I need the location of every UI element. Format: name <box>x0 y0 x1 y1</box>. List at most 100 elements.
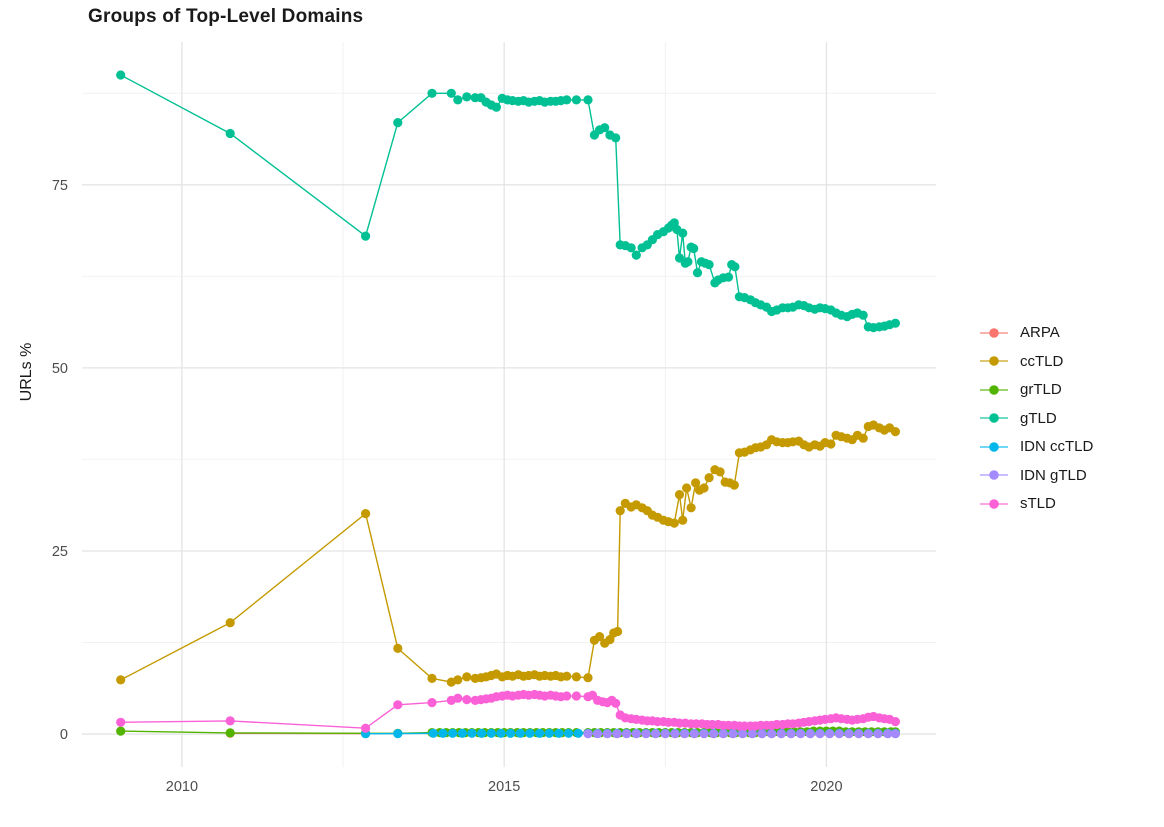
data-point-sTLD <box>361 723 371 733</box>
legend-item-ARPA: ARPA <box>978 322 1093 343</box>
data-point-ccTLD <box>393 643 403 654</box>
data-point-grTLD <box>116 726 126 736</box>
legend-item-IDN-ccTLD: IDN ccTLD <box>978 436 1093 457</box>
data-point-IDN-gTLD <box>718 729 728 739</box>
legend-item-grTLD: grTLD <box>978 379 1093 400</box>
chart-title: Groups of Top-Level Domains <box>88 6 364 27</box>
legend-item-sTLD: sTLD <box>978 493 1093 514</box>
data-point-ccTLD <box>826 439 836 449</box>
data-point-sTLD <box>562 691 572 701</box>
data-point-gTLD <box>462 92 472 102</box>
series-line-gTLD <box>120 74 896 329</box>
data-point-IDN-gTLD <box>786 729 796 739</box>
data-point-sTLD <box>462 695 472 705</box>
data-point-IDN-gTLD <box>699 729 709 739</box>
x-axis-tick-label: 2010 <box>166 779 198 795</box>
data-point-ccTLD <box>571 672 582 682</box>
x-axis-tick-label: 2020 <box>810 779 842 795</box>
data-point-sTLD <box>611 698 621 708</box>
y-axis-title: URLs % <box>18 342 35 402</box>
data-point-gTLD <box>611 133 621 143</box>
legend-key-icon <box>980 498 1008 509</box>
legend: ARPA ccTLD grTLD gTLD IDN ccTLD IDN gTLD sTLD <box>978 322 1093 514</box>
data-point-ccTLD <box>225 618 235 628</box>
data-point-ccTLD <box>858 433 868 443</box>
data-point-gTLD <box>689 243 699 254</box>
data-point-gTLD <box>626 243 636 253</box>
data-point-IDN-gTLD <box>767 729 777 739</box>
data-point-IDN-ccTLD <box>506 728 516 738</box>
data-point-ccTLD <box>427 673 437 684</box>
data-point-IDN-ccTLD <box>573 728 583 738</box>
data-point-IDN-gTLD <box>776 729 786 739</box>
legend-label: gTLD <box>1020 409 1057 427</box>
legend-item-gTLD: gTLD <box>978 408 1093 429</box>
data-point-IDN-gTLD <box>796 729 806 739</box>
data-point-IDN-gTLD <box>854 729 864 739</box>
data-point-gTLD <box>858 310 868 320</box>
legend-key-icon <box>980 441 1008 452</box>
data-point-IDN-ccTLD <box>467 728 477 738</box>
data-point-IDN-gTLD <box>612 729 622 739</box>
data-point-ccTLD <box>453 675 463 685</box>
data-point-IDN-gTLD <box>834 729 844 739</box>
data-point-IDN-gTLD <box>873 729 883 739</box>
data-point-ccTLD <box>562 671 572 681</box>
data-point-gTLD <box>225 128 235 139</box>
data-point-sTLD <box>890 717 901 727</box>
data-point-sTLD <box>571 691 582 701</box>
data-point-ccTLD <box>890 427 901 437</box>
data-point-gTLD <box>427 88 437 98</box>
data-point-IDN-gTLD <box>728 729 738 739</box>
data-point-ccTLD <box>674 490 685 500</box>
data-point-IDN-ccTLD <box>428 728 438 738</box>
legend-label: IDN ccTLD <box>1020 438 1094 455</box>
data-point-IDN-gTLD <box>757 729 767 739</box>
data-point-ccTLD <box>361 508 371 519</box>
data-point-ccTLD <box>715 467 725 477</box>
data-point-ccTLD <box>678 515 688 525</box>
data-point-ccTLD <box>595 632 605 642</box>
data-point-gTLD <box>116 70 126 80</box>
data-point-IDN-gTLD <box>738 729 748 739</box>
data-point-IDN-gTLD <box>593 729 603 739</box>
data-point-ccTLD <box>669 518 679 528</box>
legend-item-IDN-gTLD: IDN gTLD <box>978 465 1093 486</box>
legend-key-icon <box>980 470 1008 480</box>
data-point-grTLD <box>225 728 235 738</box>
data-point-sTLD <box>393 700 403 710</box>
data-point-ccTLD <box>729 480 739 490</box>
data-point-gTLD <box>583 95 593 105</box>
data-point-IDN-ccTLD <box>564 728 574 738</box>
data-point-IDN-ccTLD <box>525 728 535 738</box>
data-point-IDN-gTLD <box>883 729 893 739</box>
data-point-ccTLD <box>699 483 709 493</box>
data-point-IDN-gTLD <box>670 729 680 739</box>
data-point-IDN-ccTLD <box>496 728 506 738</box>
data-point-IDN-ccTLD <box>477 728 487 738</box>
data-point-IDN-ccTLD <box>448 728 458 738</box>
data-point-ccTLD <box>615 506 625 516</box>
data-point-ccTLD <box>704 473 714 483</box>
data-point-ccTLD <box>686 503 696 513</box>
y-axis-tick-label: 75 <box>52 178 68 194</box>
data-point-IDN-gTLD <box>805 729 815 739</box>
data-point-gTLD <box>683 257 693 267</box>
data-point-IDN-ccTLD <box>438 728 448 738</box>
legend-label: sTLD <box>1020 495 1056 512</box>
legend-key-icon <box>980 356 1008 366</box>
data-point-gTLD <box>631 250 641 260</box>
legend-label: ccTLD <box>1020 352 1064 370</box>
data-point-sTLD <box>225 716 235 726</box>
data-point-IDN-ccTLD <box>515 728 525 738</box>
data-point-ccTLD <box>116 675 126 685</box>
data-point-gTLD <box>361 231 371 241</box>
x-axis-tick-label: 2015 <box>488 779 520 795</box>
y-axis-tick-label: 50 <box>52 361 68 377</box>
data-point-IDN-gTLD <box>660 729 670 739</box>
data-point-IDN-gTLD <box>825 729 835 739</box>
data-point-IDN-gTLD <box>863 729 873 739</box>
data-point-IDN-ccTLD <box>393 729 403 739</box>
